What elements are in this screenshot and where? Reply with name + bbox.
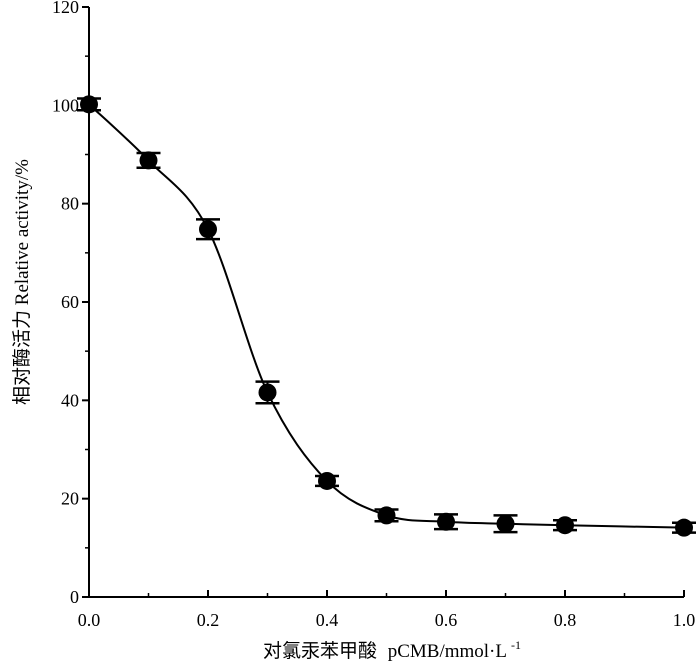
y-axis-title: 相对酶活力 Relative activity/% xyxy=(11,159,33,405)
data-point xyxy=(437,512,455,531)
x-tick-label-0.4: 0.4 xyxy=(316,610,339,630)
x-tick-label-0.2: 0.2 xyxy=(197,610,220,630)
x-axis-title-en: pCMB/mmol·L xyxy=(388,641,507,662)
x-tick-label-0.8: 0.8 xyxy=(554,610,577,630)
series-line xyxy=(88,103,685,529)
x-axis-title-cn: 对氯汞苯甲酸 xyxy=(263,640,377,662)
data-point xyxy=(318,471,336,490)
x-tick-label-1.0: 1.0 xyxy=(673,610,696,630)
error-bars xyxy=(77,97,696,534)
x-axis-title: 对氯汞苯甲酸 pCMB/mmol·L -1 xyxy=(263,638,521,662)
x-axis-title-sup: -1 xyxy=(511,638,521,652)
data-point xyxy=(377,506,396,525)
data-point xyxy=(496,514,515,533)
y-tick-label-40: 40 xyxy=(61,390,79,410)
x-tick-label-0.6: 0.6 xyxy=(435,610,458,630)
x-tick-label-0.0: 0.0 xyxy=(78,610,101,630)
data-point xyxy=(139,151,158,170)
data-point xyxy=(80,95,98,114)
y-tick-label-20: 20 xyxy=(61,489,79,509)
data-point xyxy=(556,516,574,535)
y-tick-label-80: 80 xyxy=(61,194,79,214)
y-tick-label-120: 120 xyxy=(52,0,79,17)
y-tick-label-100: 100 xyxy=(52,95,79,115)
tick-labels: 0 20 40 60 80 100 120 0.0 0.2 0.4 0.6 0.8 1.0 xyxy=(52,0,695,630)
y-tick-label-60: 60 xyxy=(61,292,79,312)
y-tick-label-0: 0 xyxy=(70,587,79,607)
data-point xyxy=(199,220,217,239)
data-points xyxy=(80,95,693,537)
data-point xyxy=(675,518,693,537)
data-point xyxy=(258,383,277,402)
